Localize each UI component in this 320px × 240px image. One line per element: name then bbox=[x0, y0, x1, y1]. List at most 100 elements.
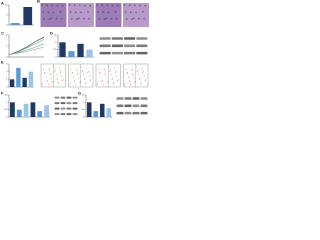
blot-band bbox=[124, 37, 136, 40]
flow-dot bbox=[49, 74, 51, 76]
blot-band bbox=[60, 113, 66, 116]
flow-dot bbox=[136, 71, 138, 72]
flow-dot bbox=[124, 83, 126, 85]
cell bbox=[47, 11, 50, 14]
flow-dot bbox=[129, 79, 131, 81]
line bbox=[8, 43, 45, 56]
cell bbox=[139, 4, 141, 7]
flow-dot bbox=[85, 83, 86, 85]
cell bbox=[56, 4, 59, 7]
blot-band bbox=[140, 97, 148, 100]
flow-dot bbox=[141, 67, 143, 69]
cell bbox=[89, 4, 92, 7]
flow-dot bbox=[106, 77, 107, 79]
flow-dot bbox=[132, 73, 134, 74]
flow-dot bbox=[88, 75, 90, 77]
blot-band bbox=[124, 104, 132, 108]
blot-band bbox=[72, 96, 78, 99]
bar bbox=[28, 71, 34, 87]
flow-dot bbox=[137, 69, 139, 71]
bar bbox=[23, 7, 33, 25]
flow-dot bbox=[77, 74, 78, 76]
flow-dot bbox=[99, 72, 101, 73]
cell bbox=[123, 4, 126, 6]
panel-label: E bbox=[1, 60, 4, 65]
flow-dot bbox=[145, 78, 147, 80]
flow-dot bbox=[114, 67, 115, 69]
y-tick-label: 1.5 bbox=[53, 35, 57, 37]
cell bbox=[128, 4, 131, 7]
flow-dot bbox=[48, 69, 50, 71]
blot-band bbox=[116, 97, 124, 100]
flow-dot bbox=[72, 76, 74, 78]
flow-dot bbox=[72, 72, 73, 73]
flow-dot bbox=[131, 68, 133, 70]
flow-dot bbox=[100, 76, 102, 78]
flow-dot bbox=[82, 69, 84, 71]
flow-dot bbox=[130, 84, 132, 86]
panel-label: C bbox=[1, 31, 4, 36]
cell bbox=[77, 17, 80, 20]
flow-dot bbox=[128, 81, 130, 82]
flow-dot bbox=[85, 82, 87, 83]
micrograph bbox=[123, 3, 149, 27]
flow-dot bbox=[74, 79, 76, 81]
y-tick-label: 0 bbox=[6, 117, 8, 119]
flow-dot bbox=[131, 69, 132, 71]
line bbox=[8, 46, 45, 56]
cell bbox=[87, 10, 89, 13]
bar bbox=[30, 102, 36, 117]
cell bbox=[97, 11, 100, 13]
y-tick-label: 0 bbox=[6, 25, 8, 27]
flow-dot bbox=[42, 83, 44, 85]
flow-dot bbox=[43, 73, 45, 75]
y-tick-label: 0.5 bbox=[4, 109, 8, 111]
flow-dot bbox=[90, 78, 92, 80]
cell bbox=[59, 10, 62, 13]
cell bbox=[52, 11, 55, 14]
flow-dot bbox=[89, 80, 91, 81]
cell bbox=[43, 18, 46, 20]
flow-dot bbox=[45, 76, 47, 78]
flow-dot bbox=[54, 71, 56, 72]
blot-band bbox=[140, 111, 148, 115]
cell bbox=[74, 11, 77, 14]
flow-dot bbox=[116, 75, 118, 77]
blot-band bbox=[132, 111, 140, 115]
flow-dot bbox=[134, 82, 136, 84]
flow-dot bbox=[127, 72, 128, 73]
flow-dot bbox=[76, 69, 77, 71]
blot-band bbox=[54, 102, 60, 105]
blot-band bbox=[124, 111, 132, 115]
y-tick-label: 0 bbox=[6, 57, 8, 59]
cell bbox=[111, 4, 114, 7]
flow-dot bbox=[106, 82, 108, 84]
flow-dot bbox=[140, 82, 142, 83]
bar bbox=[59, 42, 66, 57]
micrograph bbox=[68, 3, 94, 27]
cell bbox=[110, 17, 113, 20]
flow-dot bbox=[41, 84, 43, 86]
blot-band bbox=[136, 44, 148, 48]
flow-dot bbox=[44, 72, 46, 73]
cell bbox=[83, 17, 85, 20]
cell bbox=[80, 11, 82, 14]
panel-label: D bbox=[50, 31, 53, 36]
cell bbox=[76, 18, 78, 21]
cell bbox=[101, 4, 104, 7]
blot-band bbox=[111, 51, 123, 55]
blot-band bbox=[111, 44, 123, 48]
cell bbox=[131, 18, 133, 21]
bar bbox=[10, 23, 20, 25]
flow-dot bbox=[57, 83, 59, 85]
bar bbox=[22, 77, 27, 87]
blot-band bbox=[124, 44, 136, 48]
cell bbox=[88, 17, 90, 20]
cell bbox=[129, 11, 132, 14]
flow-dot bbox=[75, 84, 77, 86]
cell bbox=[50, 17, 53, 20]
flow-dot bbox=[109, 69, 111, 71]
flow-dot bbox=[78, 77, 80, 79]
flow-dot bbox=[49, 68, 51, 70]
cell bbox=[132, 17, 135, 20]
